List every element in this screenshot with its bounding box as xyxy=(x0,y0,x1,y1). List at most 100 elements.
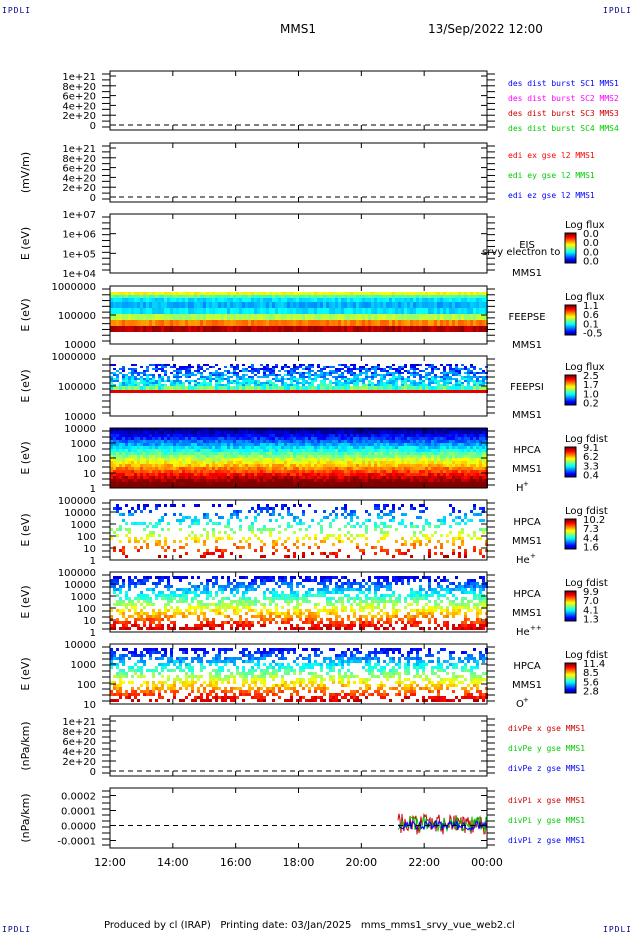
spectrogram-cell xyxy=(431,386,434,390)
colorbar-cell xyxy=(565,382,576,384)
spectrogram-cell xyxy=(389,437,392,440)
spectrogram-cell xyxy=(188,382,191,384)
spectrogram-cell xyxy=(182,384,185,386)
spectrogram-cell xyxy=(332,440,335,443)
spectrogram-cell xyxy=(143,308,146,314)
spectrogram-cell xyxy=(416,295,419,298)
spectrogram-cell xyxy=(209,298,212,302)
spectrogram-cell xyxy=(290,380,293,382)
spectrogram-cell xyxy=(212,326,215,332)
spectrogram-cell xyxy=(326,390,329,393)
spectrogram-cell xyxy=(314,443,317,446)
colorbar-cell xyxy=(565,250,576,252)
spectrogram-cell xyxy=(140,308,143,314)
spectrogram-cell xyxy=(158,374,161,376)
spectrogram-cell xyxy=(320,437,323,440)
spectrogram-cell xyxy=(302,458,305,461)
spectrogram-cell xyxy=(293,368,296,370)
spectrogram-cell xyxy=(206,428,209,431)
spectrogram-cell xyxy=(233,314,236,320)
colorbar-cell xyxy=(565,383,576,385)
spectrogram-cell xyxy=(209,464,212,467)
spectrogram-cell xyxy=(401,464,404,467)
spectrogram-cell xyxy=(473,461,476,464)
spectrogram-cell xyxy=(410,467,413,470)
spectrogram-cell xyxy=(302,464,305,467)
spectrogram-cell xyxy=(233,298,236,302)
spectrogram-cell xyxy=(401,378,404,380)
spectrogram-cell xyxy=(458,461,461,464)
spectrogram-cell xyxy=(422,298,425,302)
spectrogram-cell xyxy=(254,485,257,488)
spectrogram-cell xyxy=(296,320,299,326)
spectrogram-cell xyxy=(239,370,242,372)
spectrogram-cell xyxy=(200,443,203,446)
spectrogram-cell xyxy=(434,455,437,458)
spectrogram-cell xyxy=(269,482,272,485)
spectrogram-cell xyxy=(305,449,308,452)
spectrogram-cell xyxy=(305,308,308,314)
spectrogram-cell xyxy=(191,485,194,488)
spectrogram-cell xyxy=(146,431,149,434)
spectrogram-cell xyxy=(155,473,158,476)
spectrogram-cell xyxy=(398,372,401,374)
spectrogram-cell xyxy=(461,455,464,458)
spectrogram-cell xyxy=(215,485,218,488)
spectrogram-cell xyxy=(431,437,434,440)
spectrogram-cell xyxy=(128,390,131,393)
spectrogram-cell xyxy=(125,476,128,479)
spectrogram-cell xyxy=(188,428,191,431)
spectrogram-cell xyxy=(398,446,401,449)
spectrogram-cell xyxy=(287,366,290,368)
spectrogram-cell xyxy=(281,382,284,384)
spectrogram-cell xyxy=(470,378,473,380)
spectrogram-cell xyxy=(224,452,227,455)
spectrogram-cell xyxy=(242,384,245,386)
spectrogram-cell xyxy=(260,298,263,302)
spectrogram-cell xyxy=(227,320,230,326)
spectrogram-cell xyxy=(239,464,242,467)
spectrogram-cell xyxy=(287,467,290,470)
spectrogram-cell xyxy=(152,437,155,440)
spectrogram-cell xyxy=(344,320,347,326)
spectrogram-cell xyxy=(203,440,206,443)
spectrogram-cell xyxy=(248,485,251,488)
spectrogram-cell xyxy=(278,428,281,431)
spectrogram-cell xyxy=(236,440,239,443)
spectrogram-cell xyxy=(257,295,260,298)
spectrogram-cell xyxy=(245,380,248,382)
spectrogram-cell xyxy=(185,440,188,443)
spectrogram-cell xyxy=(113,374,116,376)
spectrogram-cell xyxy=(167,455,170,458)
spectrogram-cell xyxy=(437,446,440,449)
spectrogram-cell xyxy=(296,314,299,320)
spectrogram-cell xyxy=(407,464,410,467)
spectrogram-cell xyxy=(269,374,272,376)
spectrogram-cell xyxy=(434,386,437,390)
spectrogram-cell xyxy=(113,308,116,314)
spectrogram-cell xyxy=(335,292,338,295)
spectrogram-cell xyxy=(452,482,455,485)
spectrogram-cell xyxy=(251,292,254,295)
spectrogram-cell xyxy=(419,449,422,452)
spectrogram-cell xyxy=(449,443,452,446)
spectrogram-cell xyxy=(143,292,146,295)
spectrogram-cell xyxy=(425,302,428,308)
spectrogram-cell xyxy=(356,437,359,440)
spectrogram-cell xyxy=(383,376,386,378)
spectrogram-cell xyxy=(335,298,338,302)
spectrogram-cell xyxy=(179,437,182,440)
spectrogram-cell xyxy=(131,374,134,376)
spectrogram-cell xyxy=(182,485,185,488)
spectrogram-cell xyxy=(215,431,218,434)
spectrogram-cell xyxy=(278,434,281,437)
spectrogram-cell xyxy=(275,302,278,308)
spectrogram-cell xyxy=(422,437,425,440)
spectrogram-cell xyxy=(170,443,173,446)
spectrogram-cell xyxy=(161,458,164,461)
spectrogram-cell xyxy=(227,308,230,314)
spectrogram-cell xyxy=(455,384,458,386)
spectrogram-cell xyxy=(323,326,326,332)
spectrogram-cell xyxy=(347,452,350,455)
spectrogram-cell xyxy=(203,302,206,308)
